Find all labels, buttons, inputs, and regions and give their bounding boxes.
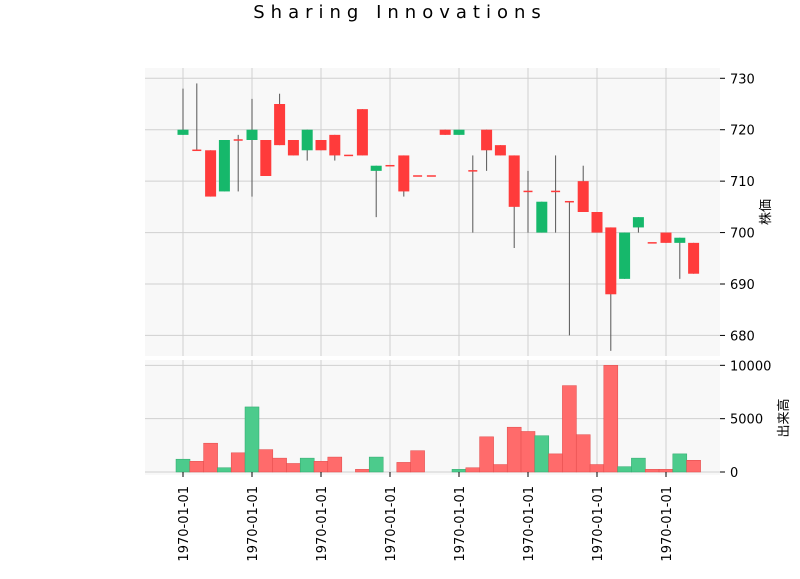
volume-bar (644, 469, 660, 473)
volume-bar (175, 458, 191, 473)
volume-tick-label: 5000 (730, 413, 763, 428)
volume-bar (672, 453, 688, 473)
volume-bar (396, 462, 412, 473)
candle-body (508, 155, 520, 207)
volume-bar (217, 467, 232, 473)
volume-bar (562, 385, 577, 473)
x-tick-label: 1970-01-01 (384, 486, 399, 562)
volume-bar (189, 461, 205, 473)
candle-body (177, 129, 189, 135)
candle-body (674, 237, 686, 243)
candle-body (315, 140, 327, 151)
volume-bar (451, 469, 467, 473)
candle-body (660, 232, 672, 243)
x-tick-label: 1970-01-01 (453, 486, 468, 562)
volume-bar (617, 466, 632, 473)
volume-bar (548, 453, 563, 473)
volume-bar (686, 460, 701, 473)
candle-body (577, 181, 589, 212)
candle-body (287, 140, 299, 156)
x-tick-label: 1970-01-01 (660, 486, 675, 562)
volume-bar (258, 449, 274, 473)
price-tick-label: 700 (730, 227, 755, 242)
candle-body (453, 129, 465, 135)
volume-bar (230, 452, 246, 473)
volume-tick-label: 0 (730, 466, 738, 481)
volume-bar (479, 436, 494, 473)
candles (177, 83, 700, 351)
volume-bar (244, 406, 260, 473)
volume-bar (520, 431, 536, 473)
candle-body (398, 155, 410, 192)
x-tick-label: 1970-01-01 (246, 486, 261, 562)
candle-body (494, 145, 506, 156)
x-tick-label: 1970-01-01 (315, 486, 330, 562)
volume-bar (327, 456, 343, 473)
volume-bar (589, 464, 605, 473)
volume-bar (313, 461, 329, 473)
volume-bar (203, 442, 218, 473)
price-tick-label: 690 (730, 278, 755, 293)
volume-bar (465, 467, 481, 473)
candle-body (356, 109, 368, 156)
candle-body (260, 140, 272, 176)
candle-body (536, 201, 548, 233)
volume-bar (493, 464, 508, 473)
volume-bar (603, 365, 619, 473)
candle-body (218, 140, 230, 192)
date-axis: 1970-01-01 1970-01-01 1970-01-01 1970-01-01… (177, 472, 675, 562)
volume-bar (631, 457, 646, 473)
price-axis-label: 株価 (759, 199, 774, 225)
volume-bar (368, 456, 384, 473)
price-tick-label: 710 (730, 175, 755, 190)
volume-bar (658, 469, 674, 473)
candle-body (619, 232, 631, 279)
price-tick-label: 720 (730, 124, 755, 139)
x-tick-label: 1970-01-01 (522, 486, 537, 562)
candle-body (370, 165, 382, 171)
candle-body (481, 129, 493, 151)
price-tick-label: 680 (730, 329, 755, 344)
candle-body (688, 242, 700, 274)
volume-bar (534, 435, 550, 473)
volume-bar (272, 457, 287, 473)
volume-bar (286, 463, 301, 473)
volume-bar (299, 457, 315, 473)
volume-tick-label: 10000 (730, 359, 771, 374)
candle-body (439, 129, 451, 135)
volume-bar (575, 434, 591, 473)
price-grid (145, 77, 720, 336)
volume-bars (175, 365, 701, 473)
x-tick-label: 1970-01-01 (177, 486, 192, 562)
volume-bar (506, 426, 522, 473)
candle-body (591, 212, 603, 233)
price-panel-background (145, 68, 720, 356)
candle-body (205, 150, 217, 197)
candle-body (246, 129, 258, 140)
candle-body (329, 134, 341, 156)
volume-bar (355, 469, 370, 473)
volume-bar (410, 450, 425, 473)
price-tick-label: 730 (730, 72, 755, 87)
x-tick-label: 1970-01-01 (591, 486, 606, 562)
volume-axis: 0 5000 10000 (720, 359, 771, 481)
price-axis: 680 690 700 710 720 730 (720, 72, 755, 344)
volume-axis-label: 出来高 (776, 398, 792, 437)
candle-body (632, 217, 644, 228)
candle-body (301, 129, 313, 151)
candle-body (274, 104, 286, 146)
chart-title: Sharing Innovations (253, 2, 547, 23)
candle-body (605, 227, 617, 295)
